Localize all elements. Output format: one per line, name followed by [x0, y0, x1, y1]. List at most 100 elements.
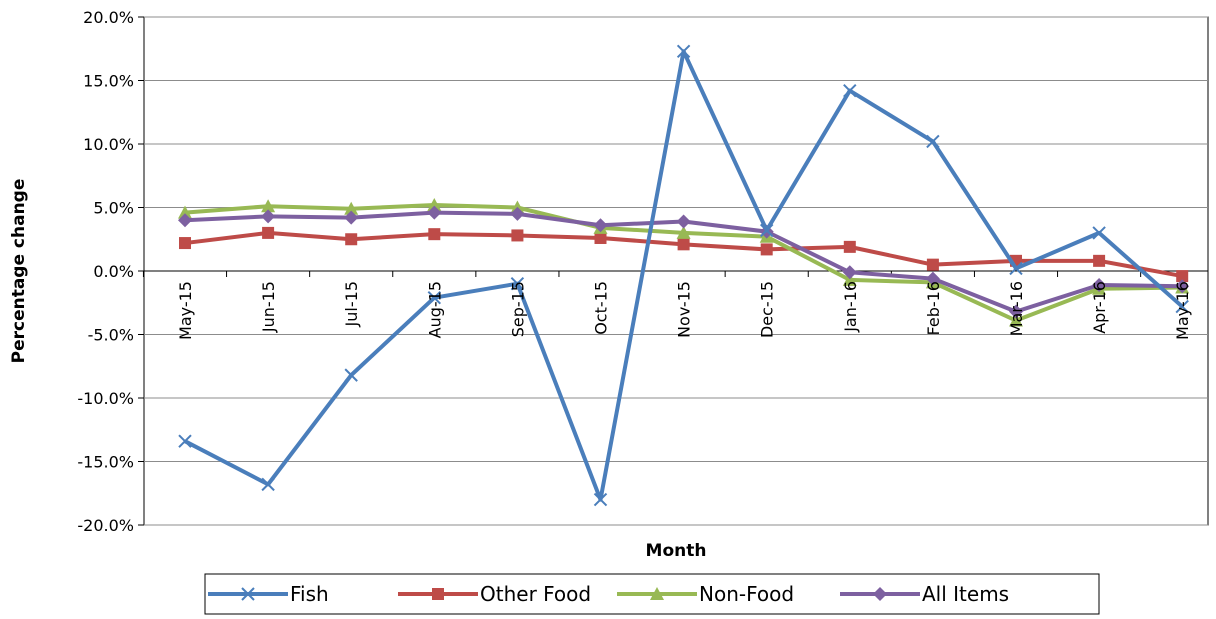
data-point	[759, 223, 774, 238]
series-all-items	[178, 205, 1190, 319]
data-point	[925, 271, 940, 286]
data-point	[511, 229, 524, 242]
data-point	[510, 206, 525, 221]
marker-stroke	[344, 368, 358, 382]
y-tick-label: 0.0%	[93, 262, 134, 281]
x-tick-label: Nov-15	[675, 281, 694, 338]
y-tick-label: 20.0%	[83, 8, 134, 27]
legend-label: Other Food	[480, 582, 591, 606]
y-tick-label: -10.0%	[77, 389, 134, 408]
y-tick-label: 10.0%	[83, 135, 134, 154]
y-tick-label: -5.0%	[88, 326, 134, 345]
y-tick-label: 15.0%	[83, 72, 134, 91]
legend-entry: All Items	[840, 582, 1009, 606]
data-point	[1175, 279, 1190, 294]
data-point	[178, 205, 192, 219]
x-tick-label: Mar-16	[1007, 281, 1026, 336]
marker-stroke	[510, 276, 525, 291]
y-tick-label: 5.0%	[93, 199, 134, 218]
data-point	[594, 231, 607, 244]
x-tick-label: Feb-16	[924, 281, 943, 335]
data-point	[432, 588, 444, 600]
legend-entry: Non-Food	[617, 582, 794, 606]
legend: Fish Other Food Non-Food All Items	[208, 582, 1009, 606]
data-point	[241, 587, 255, 601]
x-axis-ticks: May-15 Jun-15 Jul-15 Aug-15 Sep-15 Oct-15 Nov-…	[176, 281, 1192, 340]
data-point	[842, 265, 857, 280]
x-axis-title: Month	[646, 541, 707, 561]
data-point	[261, 199, 276, 213]
marker-stroke	[261, 477, 275, 492]
x-tick-label: Oct-15	[592, 281, 611, 335]
data-point	[593, 218, 608, 233]
x-tick-label: Apr-16	[1090, 281, 1109, 334]
data-point	[1093, 254, 1106, 267]
data-point	[676, 225, 691, 239]
marker-stroke	[241, 587, 255, 601]
data-point	[428, 228, 441, 241]
data-point	[842, 272, 857, 286]
legend-entry: Other Food	[398, 582, 591, 606]
data-point	[427, 290, 442, 305]
data-point	[677, 238, 690, 251]
data-point	[926, 134, 940, 149]
marker-stroke	[1092, 226, 1106, 240]
data-point	[345, 233, 358, 246]
data-point	[926, 258, 939, 271]
data-point	[178, 434, 192, 448]
x-tick-label: Jul-15	[342, 281, 361, 327]
data-point	[1092, 226, 1106, 240]
data-point	[510, 276, 525, 291]
data-point	[262, 226, 275, 239]
x-tick-label: Jan-16	[841, 281, 860, 333]
data-point	[178, 213, 192, 228]
y-axis-title: Percentage change	[9, 179, 29, 364]
series-group	[178, 44, 1190, 507]
data-point	[676, 44, 691, 58]
data-point	[1009, 313, 1023, 327]
data-point	[873, 587, 887, 601]
marker-stroke	[926, 134, 940, 149]
data-point	[843, 240, 856, 253]
x-tick-label: May-16	[1173, 281, 1192, 340]
data-point	[1176, 270, 1189, 283]
data-point	[1175, 299, 1189, 314]
legend-label: All Items	[922, 582, 1009, 606]
marker-stroke	[1009, 261, 1023, 276]
data-point	[1092, 277, 1107, 292]
legend-label: Non-Food	[699, 582, 794, 606]
x-tick-label: Sep-15	[508, 281, 527, 337]
data-point	[344, 201, 359, 215]
data-point	[427, 197, 442, 211]
x-tick-label: Jun-15	[259, 281, 278, 333]
y-tick-label: -20.0%	[77, 516, 134, 535]
marker-stroke	[759, 223, 774, 238]
data-point	[1009, 261, 1023, 276]
data-point	[650, 587, 664, 600]
data-point	[179, 237, 191, 250]
data-point	[344, 210, 359, 225]
data-point	[1009, 304, 1023, 319]
data-point	[261, 209, 276, 224]
data-point	[593, 492, 608, 507]
y-tick-label: -15.0%	[77, 453, 134, 472]
data-point	[760, 243, 773, 256]
series-fish	[178, 44, 1189, 507]
marker-stroke	[178, 434, 192, 448]
data-point	[676, 214, 691, 229]
marker-stroke	[676, 44, 691, 58]
x-tick-label: May-15	[176, 281, 195, 340]
legend-label: Fish	[290, 582, 329, 606]
data-point	[427, 205, 442, 220]
x-tick-label: Dec-15	[758, 281, 777, 338]
y-axis-ticks: 20.0% 15.0% 10.0% 5.0% 0.0% -5.0% -10.0% -15.0%…	[77, 8, 134, 535]
data-point	[843, 83, 857, 98]
marker-stroke	[593, 492, 608, 507]
marker-stroke	[1175, 299, 1189, 314]
marker-stroke	[427, 290, 442, 305]
marker-stroke	[843, 83, 857, 98]
data-point	[261, 477, 275, 492]
legend-entry: Fish	[208, 582, 329, 606]
series-other-food	[179, 226, 1189, 283]
